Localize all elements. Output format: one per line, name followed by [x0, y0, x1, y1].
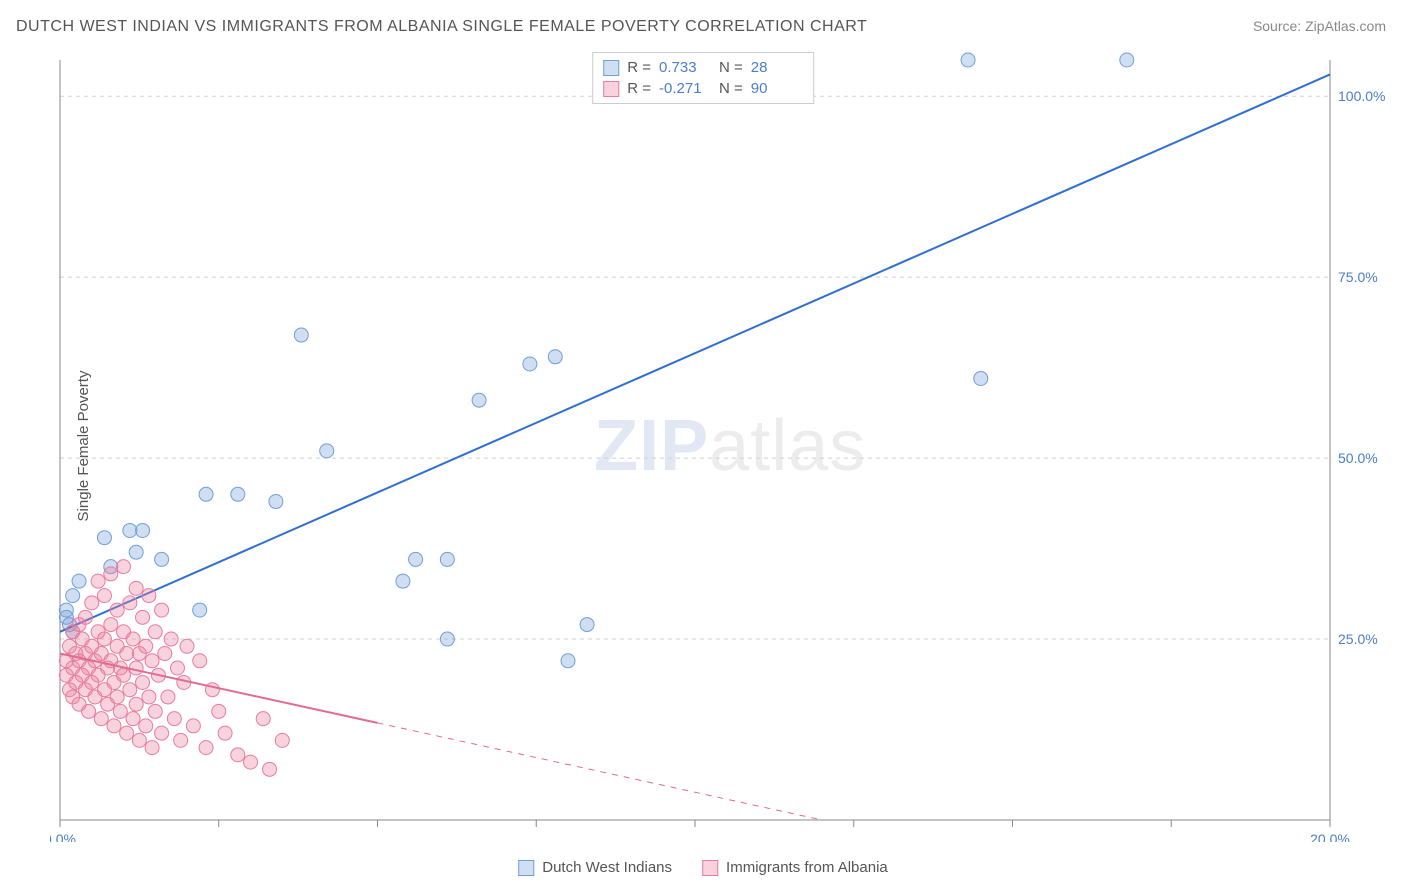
svg-text:0.0%: 0.0% — [50, 831, 76, 842]
series-legend: Dutch West Indians Immigrants from Alban… — [518, 859, 888, 876]
legend-item-series-2: Immigrants from Albania — [702, 859, 888, 876]
scatter-chart: 25.0% 50.0% 75.0% 100.0% 0.0% 20.0% — [50, 50, 1386, 842]
r-value: -0.271 — [659, 80, 711, 97]
swatch-series-2 — [603, 81, 619, 97]
svg-text:20.0%: 20.0% — [1310, 831, 1350, 842]
svg-text:25.0%: 25.0% — [1338, 631, 1378, 647]
source-attribution: Source: ZipAtlas.com — [1253, 18, 1386, 34]
r-label: R = — [627, 59, 651, 76]
n-value: 90 — [751, 80, 803, 97]
chart-title: DUTCH WEST INDIAN VS IMMIGRANTS FROM ALB… — [16, 18, 867, 36]
legend-label: Immigrants from Albania — [726, 859, 888, 876]
correlation-legend: R = 0.733 N = 28 R = -0.271 N = 90 — [592, 52, 814, 104]
chart-area: 25.0% 50.0% 75.0% 100.0% 0.0% 20.0% — [50, 50, 1386, 842]
r-value: 0.733 — [659, 59, 711, 76]
legend-label: Dutch West Indians — [542, 859, 672, 876]
n-label: N = — [719, 80, 743, 97]
swatch-series-1 — [603, 60, 619, 76]
n-value: 28 — [751, 59, 803, 76]
r-label: R = — [627, 80, 651, 97]
n-label: N = — [719, 59, 743, 76]
svg-text:50.0%: 50.0% — [1338, 450, 1378, 466]
svg-text:75.0%: 75.0% — [1338, 269, 1378, 285]
svg-text:100.0%: 100.0% — [1338, 88, 1385, 104]
legend-row-series-2: R = -0.271 N = 90 — [603, 78, 803, 99]
swatch-series-1 — [518, 860, 534, 876]
swatch-series-2 — [702, 860, 718, 876]
legend-row-series-1: R = 0.733 N = 28 — [603, 57, 803, 78]
legend-item-series-1: Dutch West Indians — [518, 859, 672, 876]
